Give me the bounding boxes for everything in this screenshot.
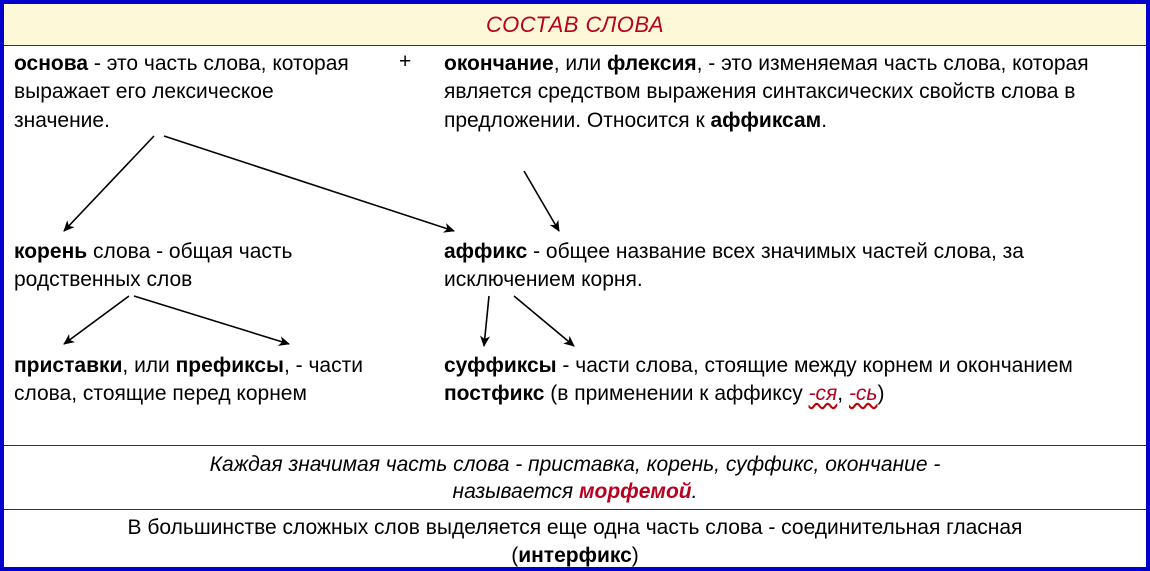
- mid-line2-pre: называется: [453, 480, 579, 503]
- text-prefix-mid: , или: [122, 354, 175, 377]
- text-suffix: - части слова, стоящие между корнем и ок…: [557, 354, 1073, 377]
- title-text: СОСТАВ СЛОВА: [486, 12, 664, 37]
- term-affiksam: аффиксам: [710, 109, 821, 132]
- term-prefiksy: префиксы: [176, 354, 284, 377]
- section-interfix: В большинстве сложных слов выделяется ещ…: [4, 510, 1146, 571]
- content: + основа - это часть слова, которая выра…: [4, 46, 1146, 571]
- text-postfix-close: ): [877, 382, 884, 405]
- block-osnova: основа - это часть слова, которая выража…: [14, 50, 374, 135]
- term-interfix: интерфикс: [518, 544, 632, 567]
- term-suffiksy: суффиксы: [444, 354, 557, 377]
- term-fleksia: флексия: [607, 52, 697, 75]
- block-koren: корень слова - общая часть родственных с…: [14, 238, 394, 295]
- mid-line2-morf: морфемой: [579, 480, 692, 503]
- text-okonch-mid: , или: [554, 52, 607, 75]
- plus-sign: +: [399, 50, 411, 74]
- text-postfix: (в применении к аффиксу: [544, 382, 808, 405]
- diagram-frame: СОСТАВ СЛОВА + основа - это часть слова,…: [0, 0, 1150, 571]
- section-definitions: + основа - это часть слова, которая выра…: [4, 46, 1146, 446]
- bot-line1: В большинстве сложных слов выделяется ещ…: [128, 516, 1023, 539]
- block-affiks: аффикс - общее название всех значимых ча…: [444, 238, 1104, 295]
- text-okonch-dot: .: [821, 109, 827, 132]
- text-postfix-comma: ,: [837, 382, 849, 405]
- affix-s: -сь: [849, 382, 878, 405]
- title-row: СОСТАВ СЛОВА: [4, 4, 1146, 46]
- term-osnova: основа: [14, 52, 88, 75]
- block-okonchanie: окончание, или флексия, - это изменяемая…: [444, 50, 1114, 135]
- block-suffix: суффиксы - части слова, стоящие между ко…: [444, 352, 1134, 409]
- section-morfema: Каждая значимая часть слова - приставка,…: [4, 446, 1146, 510]
- term-postfix: постфикс: [444, 382, 544, 405]
- term-okonchanie: окончание: [444, 52, 554, 75]
- term-affiks: аффикс: [444, 240, 527, 263]
- bot-close: ): [632, 544, 639, 567]
- affix-sya: -ся: [809, 382, 838, 405]
- block-prefix: приставки, или префиксы, - части слова, …: [14, 352, 414, 409]
- term-pristavki: приставки: [14, 354, 122, 377]
- mid-line2-dot: .: [692, 480, 698, 503]
- term-koren: корень: [14, 240, 87, 263]
- mid-line1: Каждая значимая часть слова - приставка,…: [210, 453, 941, 476]
- text-affiks: - общее название всех значимых частей сл…: [444, 240, 1024, 291]
